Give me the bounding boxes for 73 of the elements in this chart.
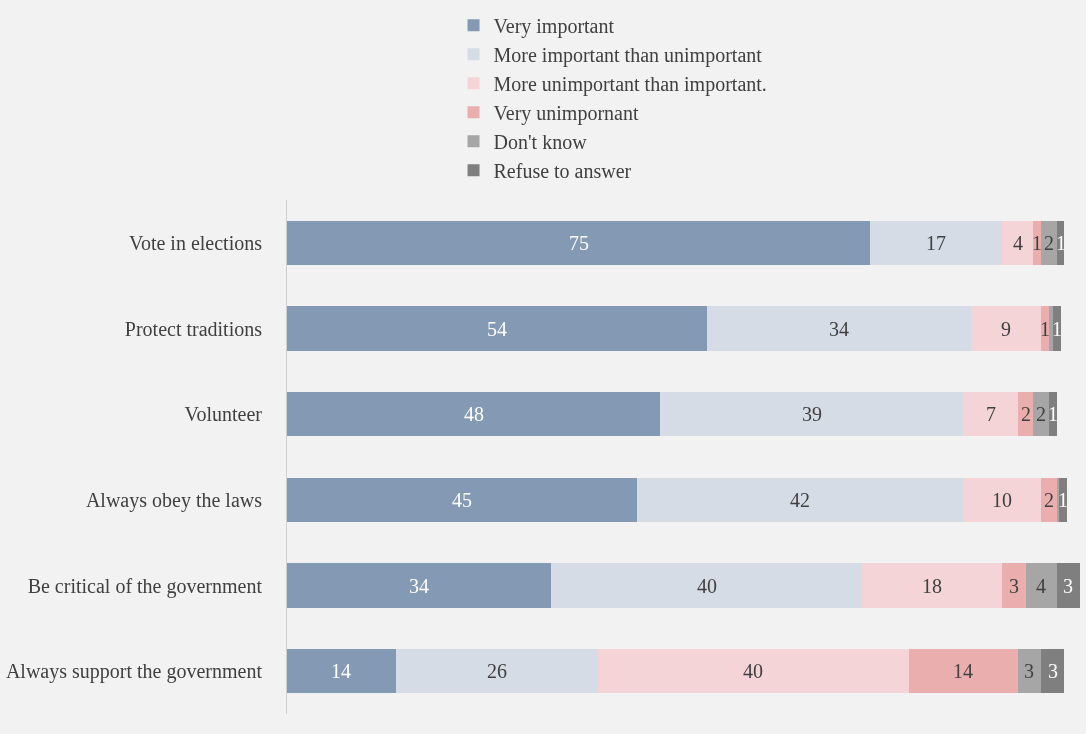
y-tick-label: Always support the government [5, 660, 263, 684]
bar [660, 391, 964, 437]
legend-label: Don't know [493, 131, 588, 154]
bar [597, 648, 909, 694]
y-tick-label: Volunteer [184, 403, 263, 426]
y-tick-label: Protect traditions [124, 317, 263, 340]
data-label: 2 [1036, 403, 1046, 425]
bar [1041, 220, 1057, 266]
data-label: 2 [1044, 489, 1054, 511]
data-label: 4 [1036, 575, 1046, 597]
bar [1056, 563, 1080, 608]
data-label: 1 [1040, 318, 1050, 340]
bar [287, 477, 637, 523]
bar [551, 563, 863, 608]
data-label: 54 [487, 318, 507, 340]
data-label: 40 [743, 660, 763, 682]
bar [1025, 563, 1057, 608]
y-tick-label: Vote in elections [129, 231, 263, 254]
bar [395, 648, 598, 694]
data-label: 14 [331, 660, 351, 682]
data-label: 42 [790, 489, 810, 511]
data-label: 2 [1021, 403, 1031, 425]
data-label: 10 [992, 489, 1012, 511]
data-label: 9 [1001, 318, 1011, 340]
data-label: 75 [569, 232, 589, 254]
legend-label: More unimportant than important. [493, 73, 767, 97]
data-label: 39 [802, 403, 822, 425]
bar [287, 648, 396, 694]
data-label: 26 [487, 660, 507, 682]
bar [706, 306, 972, 351]
data-label: 1 [1052, 318, 1062, 340]
bar [963, 391, 1018, 437]
legend-label: Very important [493, 15, 615, 39]
bar [1017, 648, 1042, 694]
bar [287, 391, 661, 437]
bar [1033, 391, 1049, 437]
data-label: 34 [829, 318, 849, 340]
data-label: 1 [1032, 232, 1042, 254]
data-label: 18 [922, 575, 942, 597]
data-label: 1 [1058, 489, 1068, 511]
data-label: 2 [1044, 232, 1054, 254]
bar [636, 477, 964, 523]
bar [1041, 648, 1065, 694]
bar [971, 306, 1042, 351]
data-label: 3 [1024, 660, 1034, 682]
data-label: 34 [409, 575, 429, 597]
legend-label: More important than unimportant [493, 44, 763, 68]
bar [287, 220, 871, 266]
data-label: 3 [1048, 660, 1058, 682]
bar [870, 220, 1003, 266]
data-label: 3 [1063, 575, 1073, 597]
data-label: 17 [926, 232, 946, 254]
data-label: 7 [986, 403, 996, 425]
data-label: 1 [1048, 403, 1058, 425]
data-label: 4 [1013, 232, 1023, 254]
bar [287, 563, 552, 608]
bar [1002, 220, 1034, 266]
data-label: 14 [953, 660, 973, 682]
data-label: 3 [1009, 575, 1019, 597]
data-label: 45 [452, 489, 472, 511]
y-tick-label: Be critical of the government [27, 574, 263, 598]
bar [908, 648, 1018, 694]
y-tick-label: Always obey the laws [85, 488, 263, 512]
data-label: 48 [464, 403, 484, 425]
bar [287, 306, 707, 351]
bar [1048, 306, 1053, 351]
data-label: 40 [697, 575, 717, 597]
bar [862, 563, 1003, 608]
bar [1041, 477, 1057, 523]
legend-label: Refuse to answer [493, 160, 632, 183]
bar [1002, 563, 1026, 608]
legend-label: Very unimpornant [493, 102, 639, 126]
bar [963, 477, 1042, 523]
